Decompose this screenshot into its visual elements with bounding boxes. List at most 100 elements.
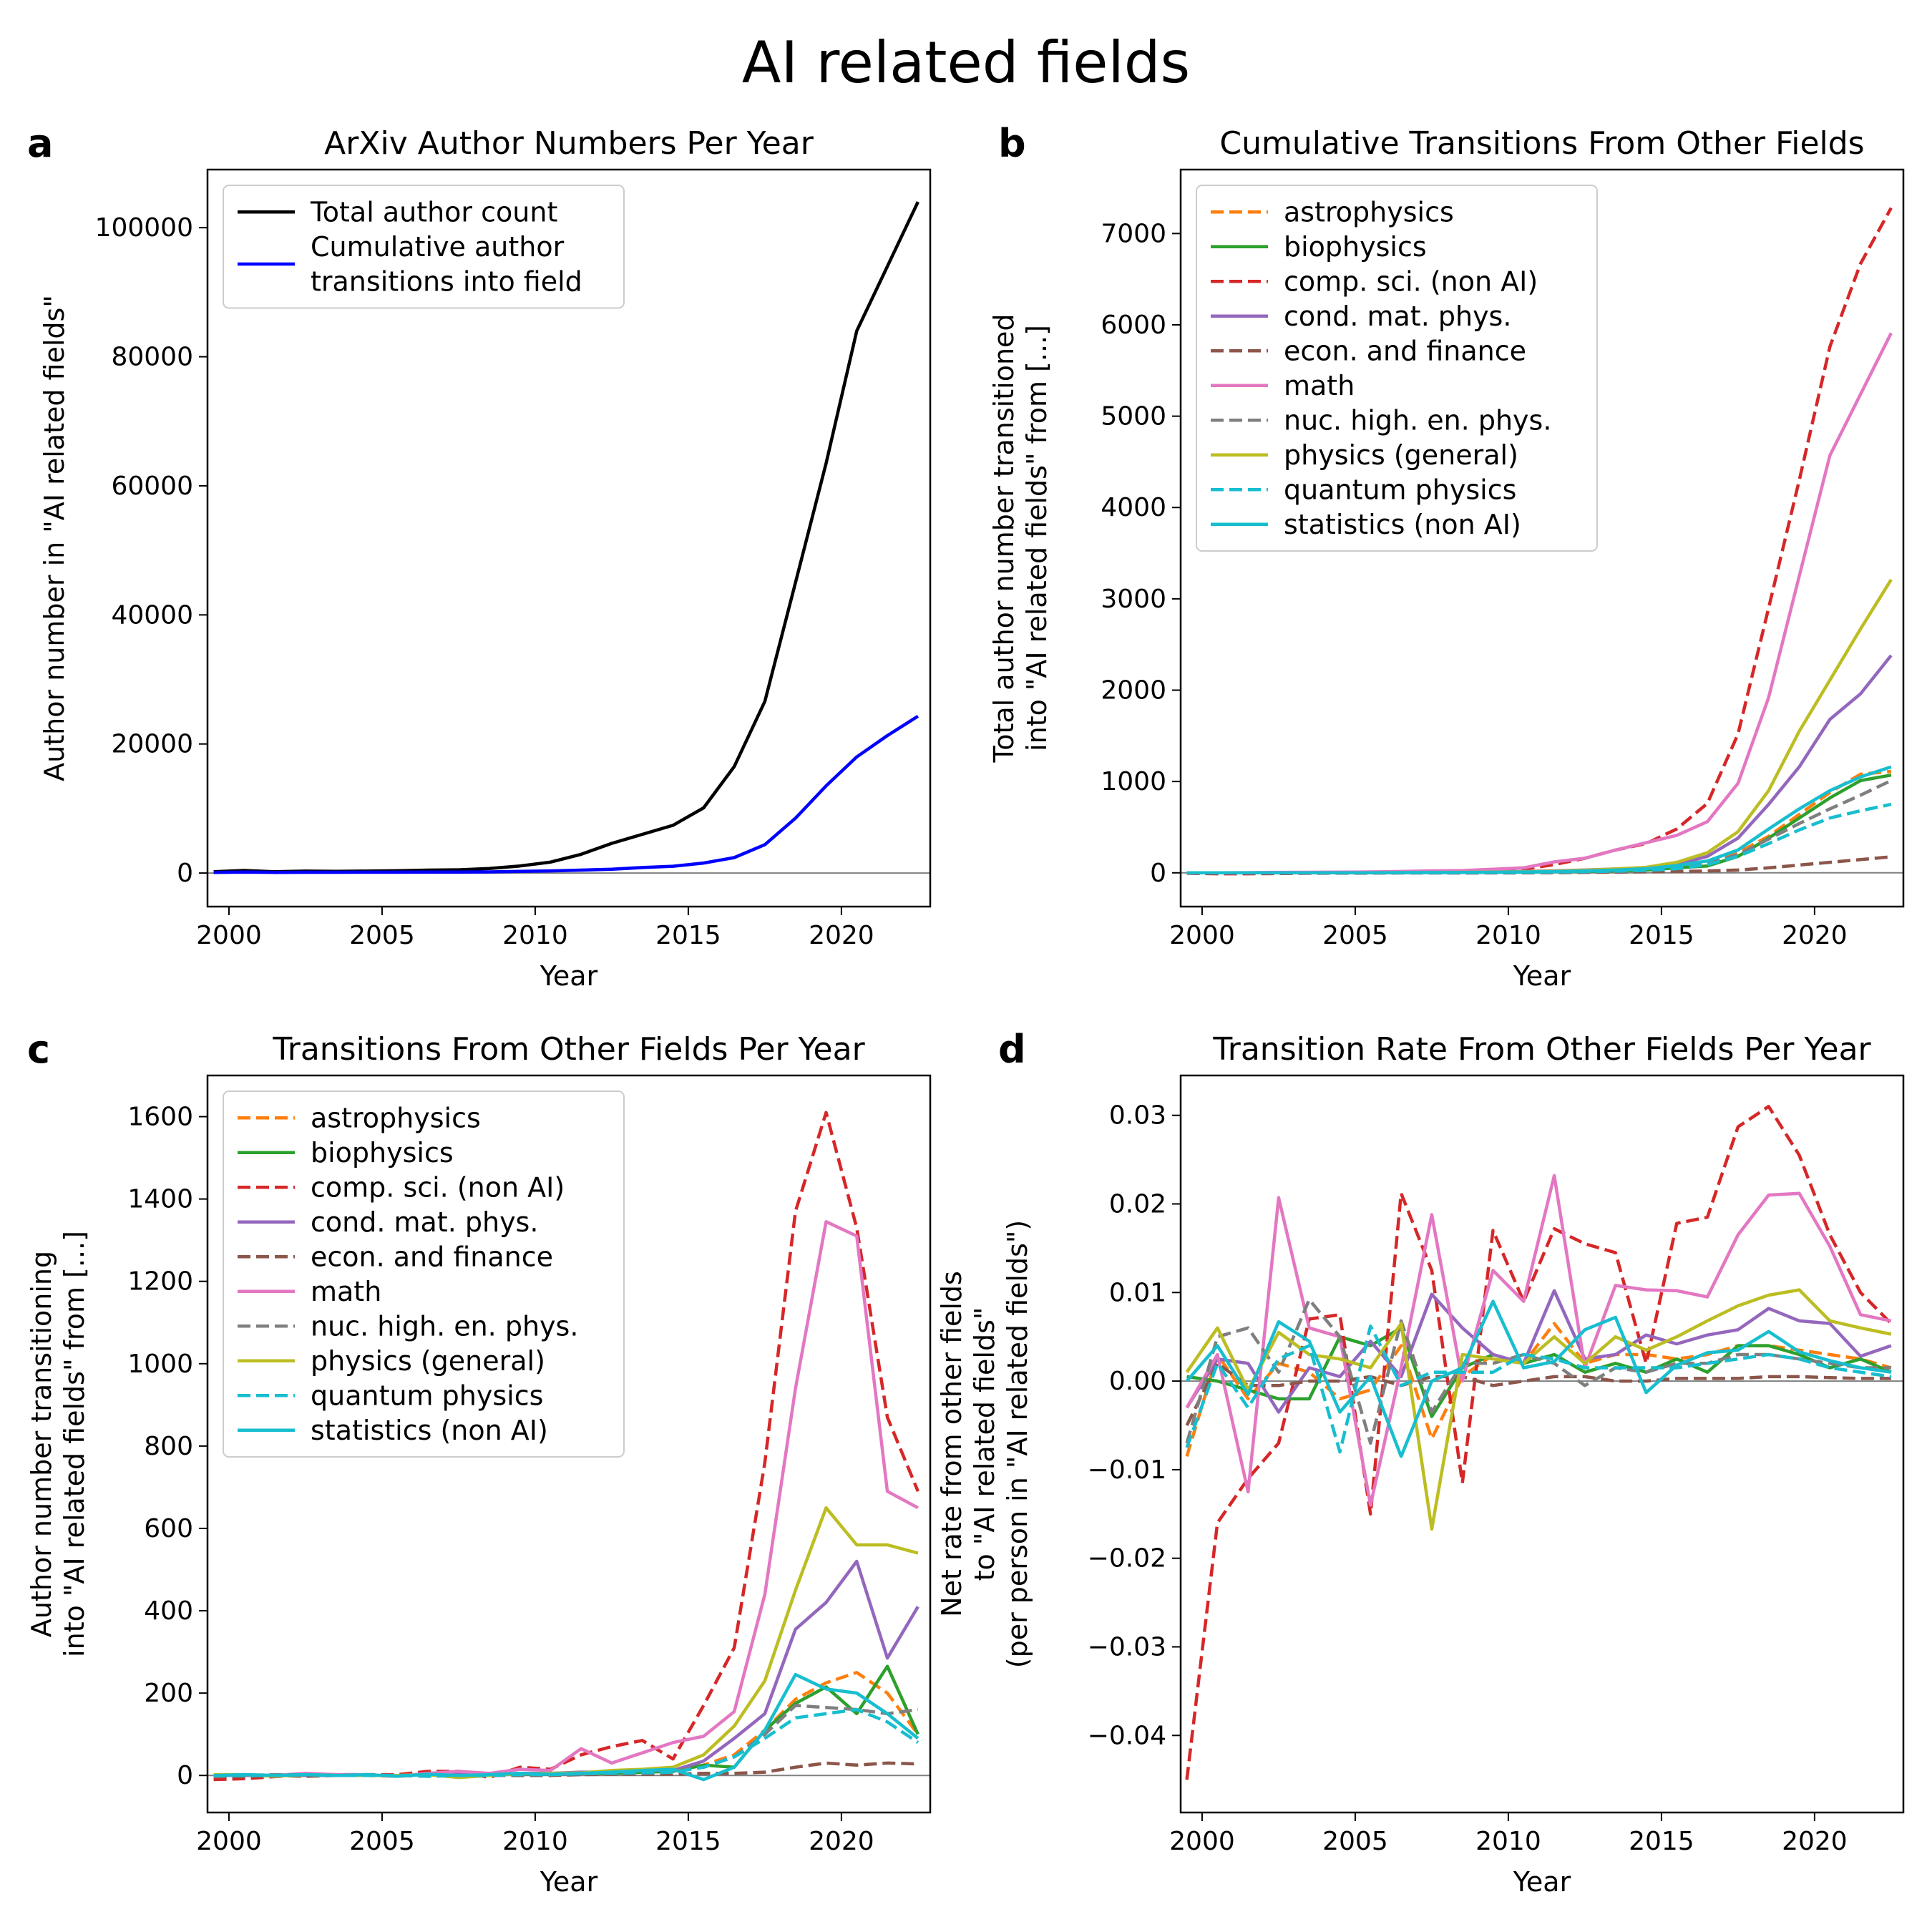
legend-label: astrophysics	[1284, 196, 1454, 228]
legend-label: cond. mat. phys.	[311, 1206, 538, 1238]
x-tick-label: 2010	[502, 1827, 568, 1856]
legend-label: biophysics	[311, 1137, 454, 1169]
x-tick-label: 2005	[1322, 1827, 1388, 1856]
x-tick-label: 2015	[655, 1827, 721, 1856]
series-group-b	[1186, 207, 1893, 876]
x-tick-label: 2000	[196, 921, 262, 950]
figure-title: AI related fields	[742, 29, 1190, 96]
legend-label: nuc. high. en. phys.	[311, 1310, 578, 1342]
y-tick-label: 100000	[95, 213, 193, 243]
legend-label: physics (general)	[311, 1345, 545, 1377]
legend-label: statistics (non AI)	[311, 1415, 548, 1446]
legend-label: quantum physics	[311, 1380, 543, 1411]
x-tick-label: 2005	[349, 1827, 415, 1856]
axes-frame-b	[1179, 168, 1905, 908]
panel-title-b: Cumulative Transitions From Other Fields	[1219, 125, 1864, 162]
panel-letter-a: a	[27, 121, 53, 166]
series-line-d-8	[1185, 1324, 1892, 1454]
series-group-d	[1185, 1105, 1893, 1780]
series-line-a-1	[213, 714, 919, 874]
y-tick-label: 3000	[1101, 585, 1166, 614]
panel-title-a: ArXiv Author Numbers Per Year	[324, 125, 814, 162]
y-tick-label: 60000	[111, 472, 193, 501]
y-tick-label: 0	[177, 1761, 193, 1790]
legend-label: math	[1284, 370, 1355, 401]
series-line-d-7	[1185, 1288, 1892, 1531]
legend-label: quantum physics	[1284, 474, 1516, 505]
y-tick-label: 80000	[111, 343, 193, 372]
y-tick-label: 5000	[1101, 402, 1166, 431]
panel-letter-b: b	[998, 121, 1026, 166]
axes-frame-d	[1179, 1074, 1905, 1814]
y-tick-label: −0.04	[1088, 1721, 1166, 1750]
legend-label: physics (general)	[1284, 439, 1518, 471]
panel-c: c Transitions From Other Fields Per Year 2…	[26, 1027, 932, 1898]
legend-label: econ. and finance	[1284, 335, 1526, 366]
series-line-b-9	[1186, 765, 1892, 875]
legend-label: math	[311, 1276, 381, 1307]
panel-d: d Transition Rate From Other Fields Per Y…	[936, 1027, 1905, 1898]
x-tick-label: 2020	[809, 921, 874, 950]
y-tick-label: 0.00	[1109, 1367, 1166, 1396]
y-tick-label: 7000	[1101, 219, 1166, 248]
legend-box	[223, 1091, 625, 1458]
x-axis-label-d: Year	[1513, 1866, 1571, 1898]
y-tick-label: 200	[144, 1679, 193, 1708]
axes-frame-a	[206, 168, 932, 908]
x-tick-label: 2015	[1629, 1827, 1694, 1856]
y-tick-label: 600	[144, 1514, 193, 1543]
legend-label: statistics (non AI)	[1284, 509, 1521, 540]
y-tick-label: 0.03	[1109, 1101, 1166, 1131]
y-tick-label: 4000	[1101, 493, 1166, 522]
y-tick-label: 6000	[1101, 311, 1166, 340]
x-tick-label: 2010	[502, 921, 568, 950]
y-tick-label: 0	[1150, 859, 1166, 888]
legend-label: transitions into field	[311, 265, 582, 297]
panel-title-c: Transitions From Other Fields Per Year	[272, 1031, 865, 1068]
y-axis-label-d: Net rate from other fieldsto "AI related…	[936, 1220, 1033, 1668]
y-tick-label: 20000	[111, 730, 193, 759]
y-axis-label-a: Author number in "AI related fields"	[39, 295, 70, 781]
y-tick-label: 400	[144, 1596, 193, 1626]
y-tick-label: 1000	[1101, 767, 1166, 796]
series-group-a	[213, 201, 919, 874]
x-tick-label: 2020	[1782, 921, 1848, 950]
legend-label: comp. sci. (non AI)	[311, 1171, 565, 1203]
panel-letter-d: d	[998, 1027, 1026, 1072]
legend-box	[1196, 185, 1598, 552]
x-tick-label: 2010	[1475, 921, 1541, 950]
y-tick-label: 800	[144, 1432, 193, 1461]
x-tick-label: 2000	[1169, 921, 1235, 950]
legend-label: biophysics	[1284, 231, 1427, 263]
series-group-c	[213, 1111, 919, 1782]
y-tick-label: 1400	[127, 1185, 193, 1214]
y-tick-label: 2000	[1101, 676, 1166, 706]
legend-label: cond. mat. phys.	[1284, 301, 1511, 332]
x-tick-label: 2020	[809, 1827, 874, 1856]
panel-letter-c: c	[27, 1027, 50, 1072]
x-tick-label: 2000	[196, 1827, 262, 1856]
legend-box	[223, 185, 625, 309]
x-tick-label: 2005	[349, 921, 415, 950]
legend-label: comp. sci. (non AI)	[1284, 265, 1538, 297]
x-tick-label: 2015	[655, 921, 721, 950]
y-tick-label: 0.01	[1109, 1278, 1166, 1307]
y-axis-label-b: Total author number transitionedinto "AI…	[988, 313, 1053, 763]
legend-label: econ. and finance	[311, 1241, 553, 1272]
y-tick-label: −0.03	[1088, 1632, 1166, 1662]
series-line-d-3	[1185, 1289, 1892, 1414]
y-tick-label: 40000	[111, 600, 193, 630]
series-line-c-9	[213, 1672, 919, 1782]
legend-label: Total author count	[310, 196, 557, 228]
legend-label: Cumulative author	[311, 231, 565, 263]
y-axis-label-c: Author number transitioninginto "AI rela…	[26, 1231, 90, 1657]
y-tick-label: 1000	[127, 1350, 193, 1379]
axes-frame-c	[206, 1074, 932, 1814]
x-tick-label: 2015	[1629, 921, 1694, 950]
